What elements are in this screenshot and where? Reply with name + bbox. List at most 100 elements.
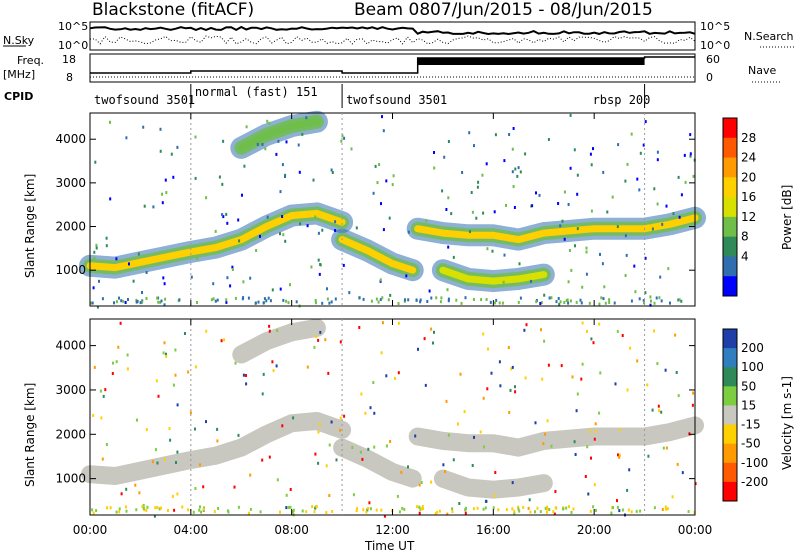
scatter-pixel	[540, 328, 542, 332]
scatter-pixel	[542, 442, 545, 446]
y-tick-label: 1000	[55, 263, 86, 277]
scatter-pixel	[176, 492, 179, 496]
near-range-pixel	[665, 507, 667, 511]
scatter-pixel	[165, 354, 168, 358]
near-range-pixel	[380, 508, 383, 512]
near-range-pixel	[113, 301, 115, 305]
near-range-pixel	[101, 297, 104, 301]
scatter-pixel	[194, 135, 197, 139]
near-range-pixel	[529, 510, 532, 514]
near-range-pixel	[375, 297, 378, 301]
scatter-pixel	[305, 116, 308, 120]
scatter-pixel	[494, 133, 497, 137]
scatter-pixel	[138, 491, 141, 495]
near-range-pixel	[480, 298, 483, 302]
scatter-pixel	[459, 372, 462, 376]
scatter-pixel	[594, 422, 597, 426]
scatter-pixel	[218, 175, 221, 179]
scatter-pixel	[665, 446, 668, 450]
scatter-pixel	[261, 143, 264, 146]
scatter-pixel	[587, 492, 590, 496]
near-range-pixel	[326, 297, 329, 301]
scatter-pixel	[672, 212, 675, 216]
x-tick-label: 00:00	[73, 523, 108, 537]
scatter-pixel	[229, 284, 232, 288]
scatter-pixel	[576, 173, 579, 177]
scatter-pixel	[514, 167, 517, 171]
scatter-pixel	[692, 174, 695, 178]
colorbar-tick-label: 100	[741, 360, 764, 374]
scatter-pixel	[547, 363, 550, 367]
scatter-pixel	[628, 468, 631, 472]
scatter-pixel	[517, 166, 520, 170]
near-range-pixel	[157, 300, 160, 304]
scatter-pixel	[681, 471, 684, 475]
scatter-pixel	[249, 276, 252, 280]
scatter-pixel	[145, 271, 148, 274]
scatter-pixel	[433, 330, 435, 334]
scatter-pixel	[494, 471, 497, 474]
near-range-pixel	[485, 298, 488, 301]
scatter-pixel	[618, 428, 621, 432]
scatter-pixel	[137, 252, 140, 256]
near-range-pixel	[127, 298, 129, 301]
near-range-pixel	[330, 300, 333, 304]
near-range-pixel	[141, 505, 144, 509]
scatter-pixel	[428, 289, 431, 293]
scatter-pixel	[243, 164, 246, 168]
near-range-pixel	[118, 296, 120, 300]
y-tick-label: 3000	[55, 176, 86, 190]
scatter-pixel	[483, 445, 486, 449]
scatter-pixel	[447, 433, 450, 437]
scatter-pixel	[242, 373, 245, 377]
scatter-pixel	[163, 341, 166, 345]
scatter-pixel	[616, 225, 619, 229]
scatter-pixel	[220, 339, 223, 343]
colorbar-tick-label: 12	[741, 210, 756, 224]
scatter-pixel	[275, 364, 278, 368]
scatter-pixel	[592, 147, 594, 151]
near-range-pixel	[321, 301, 324, 305]
scatter-pixel	[348, 291, 351, 295]
scatter-pixel	[513, 206, 516, 209]
scatter-pixel	[482, 332, 485, 336]
scatter-pixel	[212, 282, 215, 286]
scatter-pixel	[205, 420, 207, 424]
near-range-pixel	[365, 510, 368, 514]
near-range-pixel	[124, 505, 127, 509]
scatter-pixel	[469, 230, 471, 234]
near-range-pixel	[522, 505, 525, 509]
scatter-pixel	[543, 339, 546, 343]
power-band-core	[414, 214, 699, 244]
nsearch-tick-top: 10^5	[700, 20, 730, 33]
scatter-pixel	[680, 193, 683, 197]
scatter-pixel	[319, 263, 322, 266]
near-range-pixel	[279, 510, 281, 514]
near-range-pixel	[513, 509, 516, 513]
scatter-pixel	[102, 394, 105, 398]
scatter-pixel	[618, 509, 621, 513]
near-range-pixel	[136, 299, 139, 303]
near-range-pixel	[638, 297, 641, 301]
scatter-pixel	[580, 377, 583, 381]
scatter-pixel	[289, 488, 292, 491]
nsky-panel: N.Sky 10^5 10^0 10^5 10^0 N.Search	[3, 20, 796, 52]
scatter-pixel	[194, 487, 197, 490]
scatter-pixel	[104, 388, 107, 392]
near-range-pixel	[426, 300, 429, 303]
scatter-pixel	[271, 288, 274, 292]
scatter-pixel	[610, 511, 613, 515]
near-range-pixel	[546, 507, 549, 511]
scatter-pixel	[624, 274, 627, 277]
scatter-pixel	[238, 239, 241, 243]
scatter-pixel	[569, 113, 572, 117]
velocity-band	[408, 416, 704, 457]
near-range-pixel	[608, 301, 611, 304]
scatter-pixel	[476, 185, 479, 189]
scatter-pixel	[352, 493, 355, 497]
scatter-pixel	[159, 127, 162, 131]
scatter-pixel	[569, 166, 572, 170]
power-band-core	[237, 118, 321, 152]
scatter-pixel	[593, 437, 596, 441]
